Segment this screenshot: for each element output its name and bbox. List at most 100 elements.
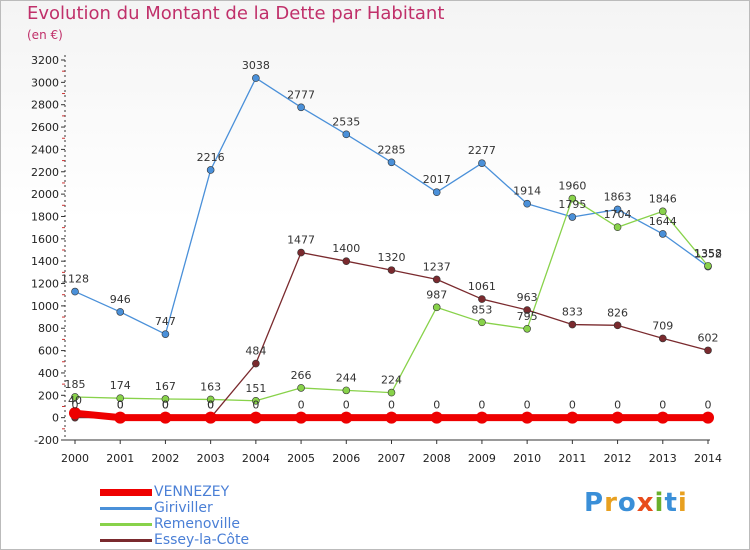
chart-title: Evolution du Montant de la Dette par Hab… [27, 3, 445, 24]
data-point-essey-la-c-te [568, 320, 577, 329]
data-point-remenoville [342, 386, 351, 395]
x-tick-label: 2004 [242, 452, 270, 465]
legend-swatch [100, 539, 152, 542]
legend-label: Remenoville [154, 516, 240, 532]
data-point-remenoville [387, 388, 396, 397]
data-label-essey-la-c-te: 1237 [423, 260, 451, 273]
y-tick-label: 2200 [31, 166, 59, 179]
data-point-essey-la-c-te [613, 321, 622, 330]
data-label-vennezey: 0 [705, 399, 712, 412]
data-point-giriviller [342, 130, 351, 139]
data-point-essey-la-c-te [387, 266, 396, 274]
data-label-remenoville: 1960 [558, 180, 586, 193]
data-label-vennezey: 0 [614, 399, 621, 412]
data-label-essey-la-c-te: 1477 [287, 234, 315, 247]
data-label-giriviller: 2285 [378, 143, 406, 156]
data-label-giriviller: 1128 [61, 273, 89, 286]
data-point-vennezey [159, 411, 172, 424]
data-point-giriviller [206, 166, 215, 174]
data-label-giriviller: 946 [110, 293, 131, 306]
data-point-giriviller [252, 74, 260, 82]
series-layer [69, 74, 714, 424]
data-point-remenoville [71, 393, 79, 401]
data-label-essey-la-c-te: 709 [652, 319, 673, 332]
data-point-vennezey [656, 411, 669, 424]
y-tick-label: 600 [38, 345, 59, 358]
data-label-giriviller: 1795 [558, 198, 586, 211]
x-tick-label: 2003 [197, 452, 225, 465]
y-tick-label: -200 [34, 434, 59, 447]
data-label-giriviller: 1863 [604, 190, 632, 203]
legend-swatch [100, 523, 152, 526]
data-label-giriviller: 747 [155, 315, 176, 328]
data-label-vennezey: 40 [68, 394, 82, 407]
data-label-vennezey: 0 [478, 399, 485, 412]
data-point-remenoville [478, 318, 486, 327]
data-label-vennezey: 0 [524, 399, 531, 412]
data-point-vennezey [69, 407, 81, 420]
data-point-remenoville [658, 207, 667, 216]
y-tick-label: 1200 [31, 278, 59, 291]
series-line-giriviller [74, 77, 709, 335]
data-point-vennezey [204, 411, 217, 424]
data-point-giriviller [116, 308, 125, 316]
legend-swatch [100, 507, 152, 510]
data-label-giriviller: 2017 [423, 173, 451, 186]
x-tick-label: 2001 [106, 452, 134, 465]
data-label-vennezey: 0 [252, 399, 259, 412]
data-label-essey-la-c-te: 0 [162, 399, 169, 412]
data-label-essey-la-c-te: 1400 [332, 242, 360, 255]
y-tick-label: 1600 [31, 233, 59, 246]
x-tick-label: 2007 [378, 452, 406, 465]
data-point-vennezey [385, 411, 398, 424]
y-tick-label: 400 [38, 367, 59, 380]
legend-label: Essey-la-Côte [154, 532, 250, 548]
data-point-remenoville [297, 384, 305, 392]
data-point-vennezey [340, 411, 353, 424]
data-point-essey-la-c-te [342, 257, 351, 265]
data-point-giriviller [523, 199, 531, 208]
data-label-essey-la-c-te: 0 [72, 399, 79, 412]
y-tick-label: 2000 [31, 188, 59, 201]
data-label-giriviller: 2777 [287, 88, 315, 101]
data-point-remenoville [704, 262, 712, 270]
data-point-remenoville [568, 194, 577, 203]
data-point-remenoville [613, 223, 622, 231]
series-line-remenoville [74, 197, 709, 402]
data-label-giriviller: 1352 [694, 248, 722, 261]
x-tick-label: 2006 [332, 452, 360, 465]
data-label-essey-la-c-te: 0 [117, 399, 124, 412]
data-label-essey-la-c-te: 1061 [468, 280, 496, 293]
data-point-remenoville [161, 395, 170, 403]
data-point-vennezey [611, 411, 624, 424]
data-label-giriviller: 2277 [468, 144, 496, 157]
data-label-essey-la-c-te: 826 [607, 306, 628, 319]
data-label-remenoville: 151 [245, 382, 266, 395]
x-tick-label: 2002 [151, 452, 179, 465]
y-tick-label: 3200 [31, 54, 59, 67]
x-tick-label: 2009 [468, 452, 496, 465]
x-tick-label: 2008 [423, 452, 451, 465]
data-label-remenoville: 1846 [649, 192, 677, 205]
proxiti-logo: Proxiti [584, 488, 688, 518]
data-label-remenoville: 266 [291, 369, 312, 382]
data-point-remenoville [206, 395, 215, 404]
data-label-vennezey: 0 [433, 399, 440, 412]
data-label-giriviller: 2216 [197, 151, 225, 164]
y-tick-label: 2800 [31, 99, 59, 112]
x-tick-label: 2014 [694, 452, 722, 465]
legend-label: Giriviller [154, 500, 213, 516]
data-point-remenoville [523, 324, 531, 333]
data-label-remenoville: 167 [155, 380, 176, 393]
data-label-vennezey: 0 [117, 399, 124, 412]
data-label-giriviller: 1644 [649, 215, 677, 228]
x-tick-label: 2005 [287, 452, 315, 465]
data-label-essey-la-c-te: 484 [245, 345, 266, 358]
data-point-vennezey [430, 411, 443, 424]
axes: -200020040060080010001200140016001800200… [31, 54, 722, 465]
data-point-vennezey [475, 411, 488, 424]
y-tick-label: 200 [38, 389, 59, 402]
x-tick-label: 2012 [604, 452, 632, 465]
